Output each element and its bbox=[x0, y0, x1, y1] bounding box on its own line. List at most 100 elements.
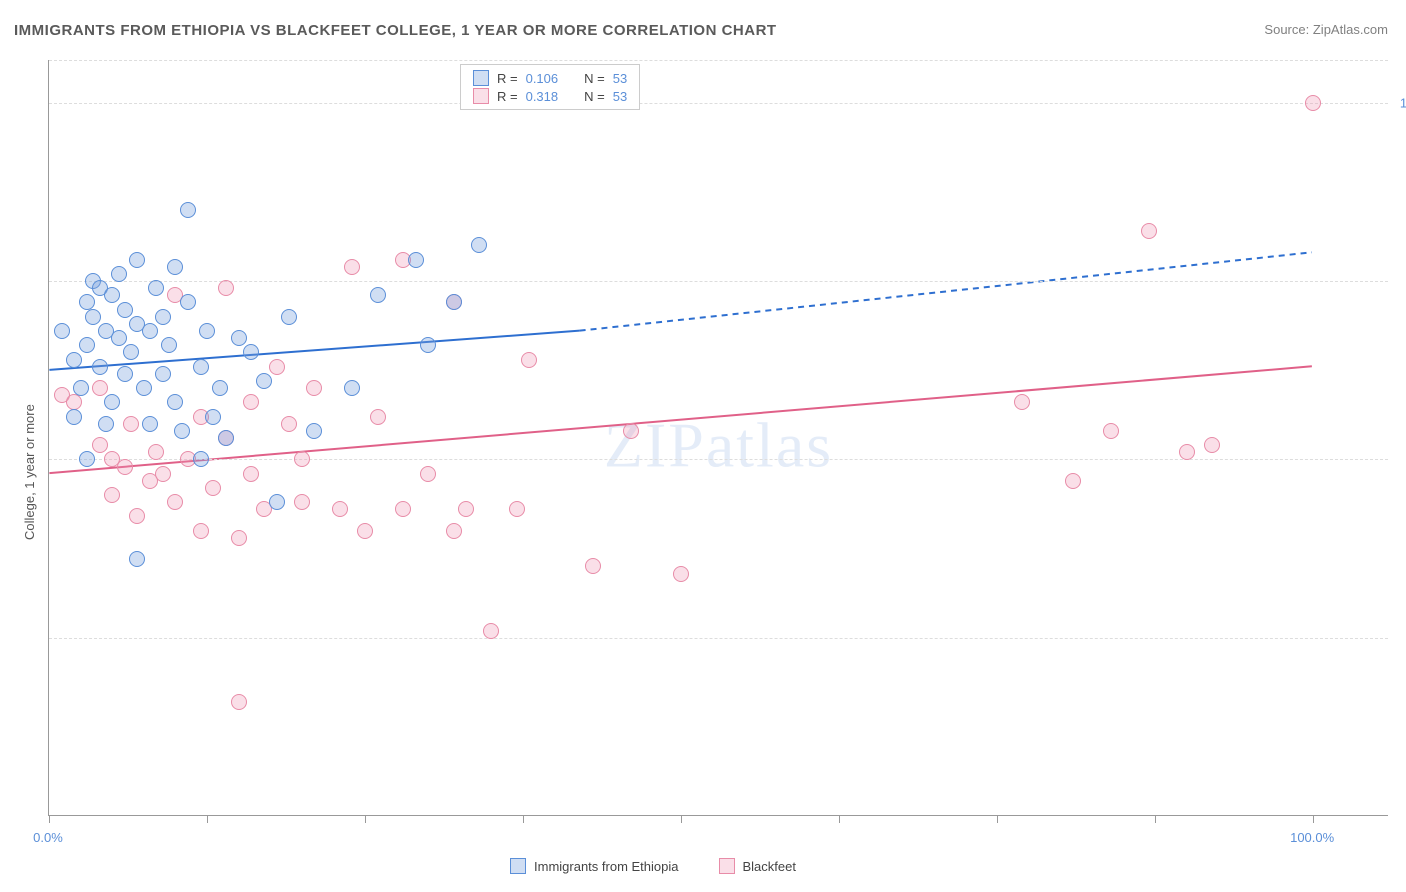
scatter-point bbox=[231, 330, 247, 346]
scatter-point bbox=[136, 380, 152, 396]
scatter-point bbox=[332, 501, 348, 517]
scatter-point bbox=[142, 416, 158, 432]
scatter-point bbox=[243, 394, 259, 410]
n-label: N = bbox=[584, 71, 605, 86]
scatter-point bbox=[1014, 394, 1030, 410]
legend-item-ethiopia: Immigrants from Ethiopia bbox=[510, 858, 679, 874]
scatter-point bbox=[370, 287, 386, 303]
scatter-point bbox=[129, 508, 145, 524]
n-value-blackfeet: 53 bbox=[613, 89, 627, 104]
scatter-point bbox=[92, 359, 108, 375]
scatter-point bbox=[117, 366, 133, 382]
gridline bbox=[49, 281, 1388, 282]
scatter-point bbox=[129, 551, 145, 567]
scatter-point bbox=[155, 309, 171, 325]
x-tick bbox=[365, 815, 366, 823]
source-attribution: Source: ZipAtlas.com bbox=[1264, 22, 1388, 37]
scatter-point bbox=[212, 380, 228, 396]
scatter-point bbox=[148, 280, 164, 296]
scatter-point bbox=[231, 694, 247, 710]
scatter-point bbox=[79, 451, 95, 467]
scatter-point bbox=[111, 330, 127, 346]
scatter-point bbox=[509, 501, 525, 517]
scatter-point bbox=[104, 394, 120, 410]
scatter-point bbox=[269, 359, 285, 375]
scatter-point bbox=[1204, 437, 1220, 453]
scatter-point bbox=[155, 366, 171, 382]
scatter-point bbox=[180, 294, 196, 310]
scatter-point bbox=[205, 480, 221, 496]
y-tick-label: 100.0% bbox=[1400, 95, 1406, 110]
scatter-point bbox=[673, 566, 689, 582]
scatter-point bbox=[167, 394, 183, 410]
legend-label-blackfeet: Blackfeet bbox=[743, 859, 796, 874]
stats-legend: R = 0.106 N = 53 R = 0.318 N = 53 bbox=[460, 64, 640, 110]
scatter-point bbox=[1141, 223, 1157, 239]
x-tick bbox=[839, 815, 840, 823]
r-value-ethiopia: 0.106 bbox=[526, 71, 559, 86]
x-tick bbox=[1155, 815, 1156, 823]
scatter-point bbox=[129, 252, 145, 268]
scatter-point bbox=[344, 259, 360, 275]
y-axis-title: College, 1 year or more bbox=[22, 404, 37, 540]
swatch-pink-icon bbox=[719, 858, 735, 874]
scatter-point bbox=[167, 259, 183, 275]
scatter-point bbox=[623, 423, 639, 439]
scatter-point bbox=[193, 359, 209, 375]
scatter-point bbox=[521, 352, 537, 368]
x-tick bbox=[523, 815, 524, 823]
scatter-point bbox=[281, 416, 297, 432]
scatter-point bbox=[483, 623, 499, 639]
correlation-chart: IMMIGRANTS FROM ETHIOPIA VS BLACKFEET CO… bbox=[0, 0, 1406, 892]
scatter-point bbox=[1305, 95, 1321, 111]
scatter-point bbox=[92, 437, 108, 453]
r-label: R = bbox=[497, 89, 518, 104]
scatter-point bbox=[193, 523, 209, 539]
scatter-point bbox=[54, 323, 70, 339]
x-tick-label: 100.0% bbox=[1290, 830, 1334, 845]
gridline bbox=[49, 638, 1388, 639]
scatter-point bbox=[73, 380, 89, 396]
scatter-point bbox=[446, 294, 462, 310]
scatter-point bbox=[66, 352, 82, 368]
scatter-point bbox=[243, 466, 259, 482]
scatter-point bbox=[294, 494, 310, 510]
legend-item-blackfeet: Blackfeet bbox=[719, 858, 796, 874]
swatch-blue-icon bbox=[510, 858, 526, 874]
x-tick bbox=[49, 815, 50, 823]
scatter-point bbox=[243, 344, 259, 360]
source-value: ZipAtlas.com bbox=[1313, 22, 1388, 37]
scatter-point bbox=[306, 380, 322, 396]
n-value-ethiopia: 53 bbox=[613, 71, 627, 86]
scatter-point bbox=[231, 530, 247, 546]
scatter-point bbox=[104, 487, 120, 503]
scatter-point bbox=[142, 323, 158, 339]
scatter-point bbox=[205, 409, 221, 425]
scatter-point bbox=[199, 323, 215, 339]
scatter-point bbox=[370, 409, 386, 425]
scatter-point bbox=[395, 501, 411, 517]
scatter-point bbox=[269, 494, 285, 510]
trend-line bbox=[580, 252, 1312, 330]
scatter-point bbox=[98, 416, 114, 432]
scatter-point bbox=[123, 416, 139, 432]
scatter-point bbox=[1103, 423, 1119, 439]
legend-label-ethiopia: Immigrants from Ethiopia bbox=[534, 859, 679, 874]
r-label: R = bbox=[497, 71, 518, 86]
gridline bbox=[49, 60, 1388, 61]
scatter-point bbox=[218, 430, 234, 446]
scatter-point bbox=[111, 266, 127, 282]
x-tick bbox=[997, 815, 998, 823]
scatter-point bbox=[193, 451, 209, 467]
source-label: Source: bbox=[1264, 22, 1309, 37]
scatter-point bbox=[1179, 444, 1195, 460]
n-label: N = bbox=[584, 89, 605, 104]
scatter-point bbox=[306, 423, 322, 439]
x-tick-label: 0.0% bbox=[33, 830, 63, 845]
watermark-text: ZIPatlas bbox=[604, 408, 833, 482]
scatter-point bbox=[92, 380, 108, 396]
scatter-point bbox=[281, 309, 297, 325]
scatter-point bbox=[446, 523, 462, 539]
scatter-point bbox=[174, 423, 190, 439]
r-value-blackfeet: 0.318 bbox=[526, 89, 559, 104]
